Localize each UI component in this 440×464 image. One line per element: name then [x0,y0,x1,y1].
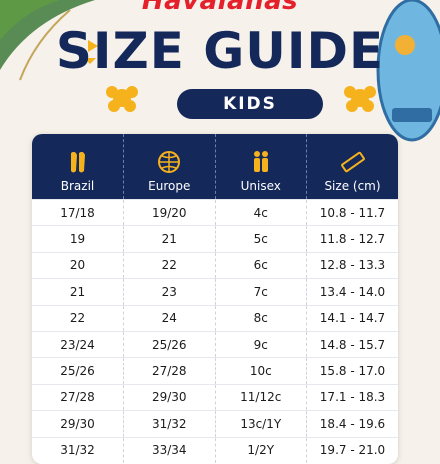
table-cell: 17/18 [32,198,124,226]
table-cell: 25/26 [32,357,124,385]
column-header: Unisex [214,134,307,200]
table-cell: 19 [32,225,124,253]
column-header: Europe [123,134,215,200]
column-label: Brazil [60,179,95,193]
table-cell: 14.1 - 14.7 [306,304,398,332]
table-cell: 10c [214,357,307,385]
column-header: Brazil [32,134,124,200]
decoration [0,0,440,142]
table-cell: 23/24 [32,330,124,358]
table-cell: 19/20 [123,198,215,226]
table-row: 19 21 5c 11.8 - 12.7 [32,225,398,253]
table-cell: 22 [123,251,215,279]
table-cell: 8c [214,304,307,332]
table-cell: 20 [32,251,124,279]
table-cell: 5c [214,225,307,253]
table-cell: 21 [32,278,124,306]
table-cell: 19.7 - 21.0 [306,436,398,463]
table-cell: 31/32 [123,410,215,438]
column-icon [70,151,85,173]
table-row: 29/30 31/32 13c/1Y 18.4 - 19.6 [32,410,398,438]
title: SIZE GUIDE [55,22,385,80]
table-cell: 14.8 - 15.7 [306,330,398,358]
table-row: 25/26 27/28 10c 15.8 - 17.0 [32,357,398,385]
table-cell: 10.8 - 11.7 [306,198,398,226]
table-cell: 6c [214,251,307,279]
table-row: 22 24 8c 14.1 - 14.7 [32,304,398,332]
column-header: Size (cm) [306,134,398,200]
column-label: Size (cm) [324,179,381,193]
table-cell: 27/28 [123,357,215,385]
table-cell: 11.8 - 12.7 [306,225,398,253]
table-cell: 7c [214,278,307,306]
column-icon [340,151,365,173]
table-cell: 27/28 [32,383,124,411]
table-cell: 33/34 [123,436,215,463]
palm-leaves [0,0,95,81]
column-icon [158,151,181,173]
size-table: Brazil Europe Unisex Size (cm) 17/18 19/20 4c… [32,134,398,463]
column-icon [253,151,268,172]
column-label: Europe [148,179,191,193]
table-row: 21 23 7c 13.4 - 14.0 [32,278,398,306]
table-cell: 23 [123,278,215,306]
table-cell: 17.1 - 18.3 [306,383,398,411]
size-table-card: Brazil Europe Unisex Size (cm) 17/18 19/20 4c… [32,134,398,464]
table-row: 31/32 33/34 1/2Y 19.7 - 21.0 [32,436,398,463]
table-cell: 9c [214,330,307,358]
table-cell: 25/26 [123,330,215,358]
table-cell: 21 [123,225,215,253]
table-cell: 15.8 - 17.0 [306,357,398,385]
table-cell: 13c/1Y [214,410,307,438]
table-cell: 1/2Y [214,436,307,463]
table-cell: 31/32 [32,436,124,463]
flowers [84,40,376,112]
table-cell: 29/30 [32,410,124,438]
table-cell: 24 [123,304,215,332]
table-row: 23/24 25/26 9c 14.8 - 15.7 [32,330,398,358]
table-cell: 29/30 [123,383,215,411]
column-label: Unisex [240,179,281,193]
table-cell: 12.8 - 13.3 [306,251,398,279]
table-row: 17/18 19/20 4c 10.8 - 11.7 [32,198,398,226]
table-row: 20 22 6c 12.8 - 13.3 [32,251,398,279]
table-body: 17/18 19/20 4c 10.8 - 11.7 19 21 5c 11.8 - 12.7… [32,198,398,463]
brand: Havaianas [141,0,299,16]
flip-flop [376,0,440,142]
table-row: 27/28 29/30 11/12c 17.1 - 18.3 [32,383,398,411]
table-cell: 13.4 - 14.0 [306,278,398,306]
table-cell: 4c [214,198,307,226]
table-cell: 22 [32,304,124,332]
table-cell: 11/12c [214,383,307,411]
table-cell: 18.4 - 19.6 [306,410,398,438]
header-row: Brazil Europe Unisex Size (cm) [32,134,398,200]
badge: KIDS [177,89,323,119]
